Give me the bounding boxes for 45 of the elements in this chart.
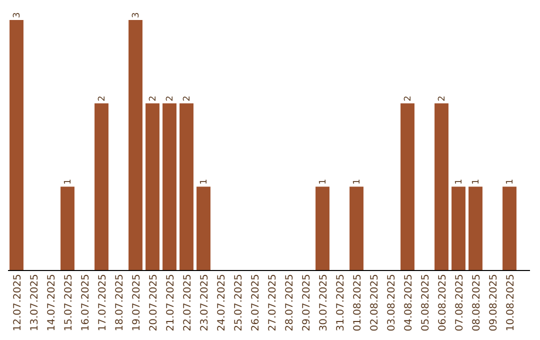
x-tick-label: 06.08.2025 [438, 274, 448, 332]
x-tick-label: 29.07.2025 [302, 274, 312, 332]
x-tick-label: 07.08.2025 [454, 274, 466, 332]
data-label: 3 [12, 12, 22, 18]
data-label: 2 [404, 96, 414, 102]
data-label: 3 [132, 12, 142, 18]
x-tick-label: 17.07.2025 [98, 274, 108, 332]
data-label: 2 [438, 96, 448, 102]
x-tick-label: 28.07.2025 [284, 274, 296, 332]
x-tick-label: 08.08.2025 [472, 274, 482, 332]
x-tick-label: 19.07.2025 [132, 274, 142, 332]
data-label: 2 [98, 96, 108, 102]
x-tick-label: 24.07.2025 [216, 274, 228, 332]
x-tick-label: 27.07.2025 [268, 274, 278, 332]
x-tick-label: 12.07.2025 [12, 274, 24, 332]
data-label: 1 [200, 178, 210, 185]
x-tick-label: 25.07.2025 [234, 274, 244, 332]
x-tick-label: 09.08.2025 [488, 274, 500, 332]
x-tick-label: 02.08.2025 [370, 274, 380, 332]
data-label: 2 [166, 96, 176, 102]
x-tick-label: 31.07.2025 [336, 274, 346, 332]
data-label: 1 [318, 178, 328, 185]
data-label: 2 [148, 96, 158, 102]
x-tick-label: 16.07.2025 [80, 274, 92, 332]
data-label: 1 [472, 178, 482, 185]
x-tick-label: 10.08.2025 [506, 274, 516, 332]
data-label: 1 [352, 178, 362, 185]
x-tick-label: 01.08.2025 [352, 274, 364, 332]
x-tick-label: 23.07.2025 [200, 274, 210, 332]
x-tick-label: 20.07.2025 [148, 274, 160, 332]
x-tick-label: 14.07.2025 [46, 274, 58, 332]
x-tick-label: 30.07.2025 [318, 274, 330, 332]
x-tick-label: 03.08.2025 [386, 274, 398, 332]
x-tick-label: 15.07.2025 [64, 274, 74, 332]
data-label: 2 [182, 96, 192, 102]
x-tick-label: 05.08.2025 [420, 274, 432, 332]
x-tick-label: 18.07.2025 [114, 274, 126, 332]
x-tick-label: 21.07.2025 [166, 274, 176, 332]
data-label: 1 [64, 178, 74, 185]
x-tick-label: 04.08.2025 [404, 274, 414, 332]
x-tick-label: 22.07.2025 [182, 274, 194, 332]
x-tick-label: 13.07.2025 [30, 274, 40, 332]
data-label: 1 [506, 178, 516, 185]
data-label: 1 [454, 178, 464, 185]
x-tick-label: 26.07.2025 [250, 274, 262, 332]
